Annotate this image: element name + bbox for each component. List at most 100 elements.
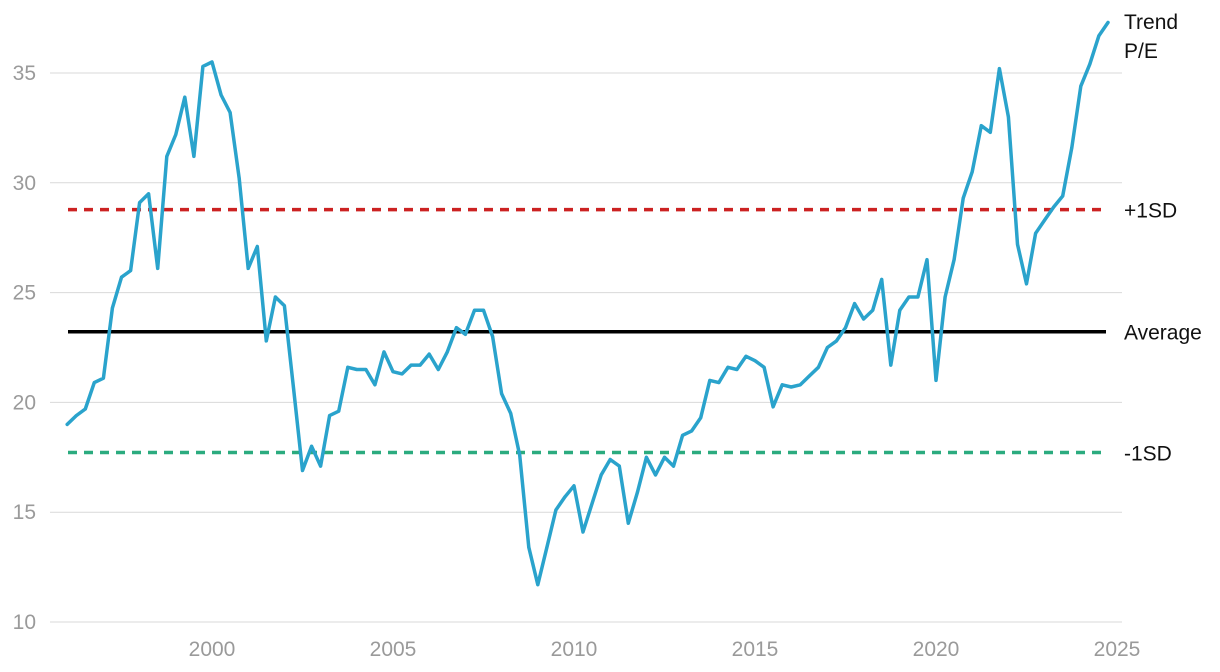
y-tick-label: 10 [13,611,36,634]
data-point [925,258,929,262]
data-point [871,308,875,312]
x-tick-label: 2020 [913,638,960,661]
data-point [273,295,277,299]
data-point [726,365,730,369]
data-point [1025,282,1028,286]
data-point [853,302,857,306]
series-line-trend-pe [65,20,1110,587]
data-point [1070,146,1074,150]
data-point [554,508,558,512]
data-point [916,295,920,299]
data-point [898,308,902,312]
y-tick-label: 15 [13,501,36,524]
data-point [264,339,268,343]
data-point [572,484,576,488]
data-point [219,93,223,97]
data-point [454,326,458,330]
data-point [798,383,802,387]
data-point [581,530,585,534]
data-point [138,201,142,205]
data-point [65,422,69,426]
x-tick-label: 2005 [370,638,417,661]
data-point [500,392,504,396]
data-point [328,414,332,418]
data-point [907,295,911,299]
data-point [635,490,639,494]
data-point [346,365,350,369]
data-point [201,64,205,68]
data-point [228,111,232,114]
data-point [418,363,422,367]
data-point [952,258,956,262]
data-point [835,339,838,343]
data-point [120,275,123,279]
data-point [717,381,721,385]
x-axis-ticks: 2000 2005 2010 2015 2020 2025 [189,638,1141,661]
y-tick-label: 25 [13,282,36,305]
data-point [246,266,250,270]
data-point [518,453,522,457]
data-point [644,455,648,459]
data-point [364,368,368,371]
data-point [545,545,549,549]
data-point [1088,62,1092,66]
data-point [1106,21,1110,24]
data-point [762,365,766,369]
data-point [310,444,314,448]
data-point [970,170,974,174]
data-point [780,383,784,387]
y-tick-label: 20 [13,391,36,414]
y-tick-label: 30 [13,172,36,195]
data-point [626,521,630,525]
series-label-line-2: P/E [1124,40,1158,63]
data-point [943,295,947,299]
data-point [147,192,151,196]
ref-label: -1SD [1124,442,1172,465]
data-point [825,346,829,349]
data-point [753,359,757,363]
series-label-line-1: Trend [1124,11,1178,34]
data-point [988,130,992,134]
data-point [101,376,105,380]
data-point [237,176,241,180]
data-point [1079,84,1083,88]
data-point [255,245,259,248]
data-point [165,154,169,158]
data-point [889,363,893,367]
data-point [771,405,775,409]
data-point [92,381,96,385]
data-point [436,368,440,371]
data-point [654,473,657,477]
data-point [599,473,603,477]
data-point [83,407,87,411]
x-tick-label: 2010 [551,638,598,661]
data-point [527,545,531,549]
data-point [789,385,793,389]
grid-lines [50,72,1122,623]
data-point [1016,242,1019,246]
data-point [373,383,377,387]
data-point [1061,194,1065,198]
data-point [391,370,395,374]
ref-label: +1SD [1124,200,1177,223]
data-point [210,60,214,64]
data-point [174,133,178,136]
data-point [663,455,666,459]
data-point [183,95,187,99]
data-point [690,429,694,433]
data-point [880,277,884,281]
data-point [382,350,386,354]
x-tick-label: 2025 [1094,638,1141,661]
data-point [319,464,323,468]
data-point [590,501,594,505]
data-point [997,67,1001,71]
data-point [445,350,449,354]
series-points [65,21,1110,587]
data-point [708,378,712,382]
data-point [74,414,78,418]
reference-lines: +1SD Average -1SD [68,200,1202,465]
data-point [482,308,485,312]
data-point [699,416,703,420]
data-point [979,124,983,128]
data-point [1097,34,1101,38]
